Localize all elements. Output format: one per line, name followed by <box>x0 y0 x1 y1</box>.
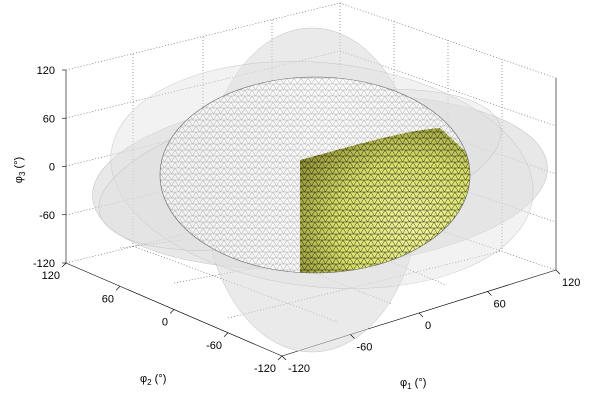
y-tick-label-mark <box>115 286 121 291</box>
y-tick-label: -60 <box>206 340 222 352</box>
y-tick-label-mark <box>277 355 283 361</box>
y-axis-label: φ2 (°) <box>140 373 166 387</box>
z-axis-label: φ3 (°) <box>13 157 27 183</box>
y-tick-label: 0 <box>162 317 168 329</box>
x-tick-label-mark <box>555 269 561 275</box>
x-tick-label: 60 <box>494 299 506 311</box>
y-tick-label-mark <box>223 332 229 337</box>
x-axis-label: φ1 (°) <box>400 377 426 391</box>
x-tick-label: -60 <box>357 342 373 354</box>
mesh-ellipsoid <box>159 76 471 274</box>
z-tick-label: -120 <box>33 258 55 270</box>
x-tick-label: -120 <box>288 363 310 375</box>
x-tick-label-mark <box>487 291 492 296</box>
x-tick-label-mark <box>281 355 287 361</box>
x-tick-label-mark <box>350 334 355 339</box>
y-tick-label: 60 <box>102 293 114 305</box>
x-tick-label: 0 <box>425 320 431 332</box>
y-tick-label: -120 <box>254 363 276 375</box>
x-tick-label-mark <box>418 312 424 318</box>
y-tick-label-mark <box>61 262 67 268</box>
y-tick-label: 120 <box>42 270 60 282</box>
z-ticks: 120 60 0 -60 -120 <box>33 65 66 270</box>
z-tick-label: -60 <box>39 210 55 222</box>
z-tick-label: 120 <box>37 65 55 77</box>
z-tick-label: 60 <box>43 113 55 125</box>
x-tick-label: 120 <box>562 277 580 289</box>
z-tick-label: 0 <box>49 162 55 174</box>
y-ticks: 120 60 0 -60 -120 <box>42 262 283 375</box>
x-ticks: -120 -60 0 60 120 <box>281 269 580 375</box>
y-tick-label-mark <box>169 309 175 314</box>
